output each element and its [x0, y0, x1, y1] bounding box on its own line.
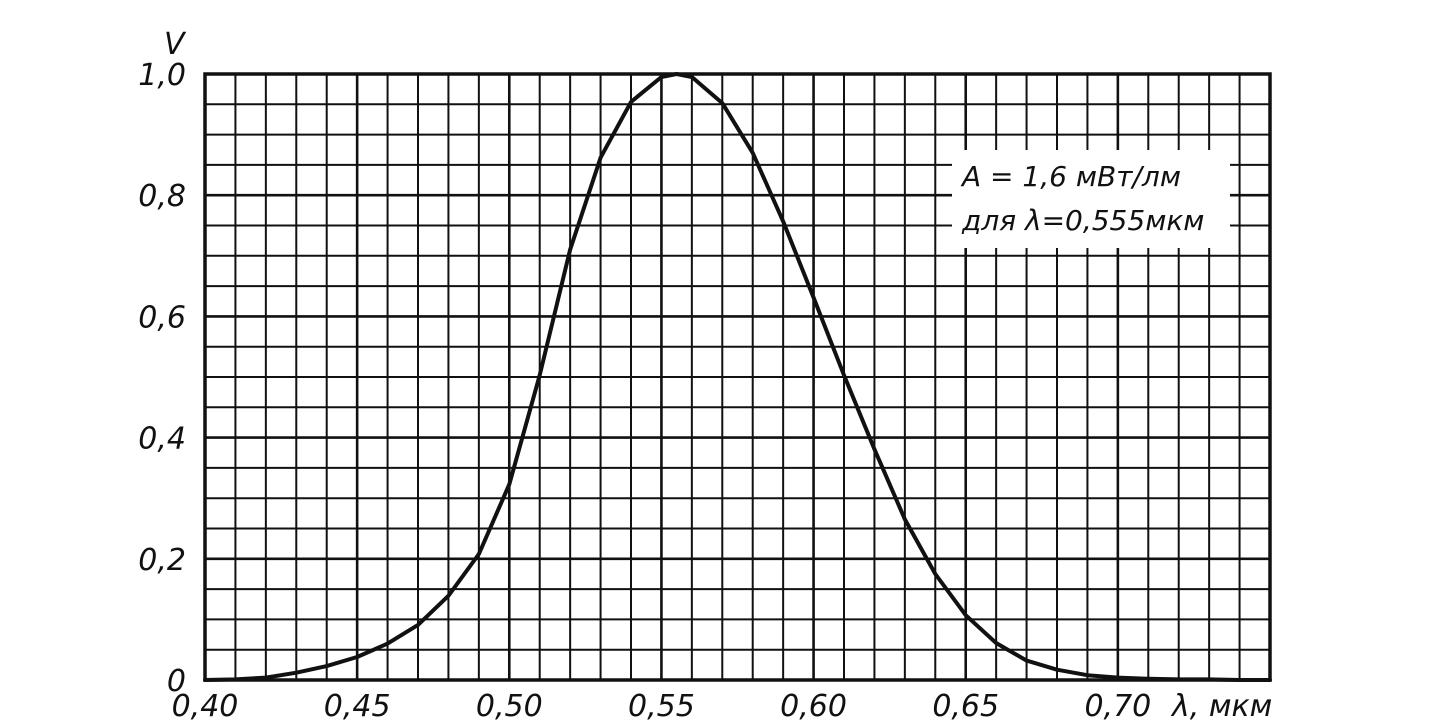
y-tick-label: 0,8 [138, 179, 186, 214]
y-tick-label: 1,0 [138, 58, 186, 93]
y-tick-label: 0,4 [138, 422, 186, 457]
series-line-luminosity [203, 72, 1272, 682]
x-tick-label: 0,55 [628, 689, 695, 721]
x-tick-label: 0,50 [476, 689, 543, 721]
plot-frame [203, 72, 1272, 682]
annotation-box [952, 150, 1230, 248]
y-tick-label: 0,2 [138, 543, 186, 578]
x-tick-label: 0,70 [1084, 689, 1151, 721]
x-axis-tick-labels: 0,40 0,45 0,50 0,55 0,60 0,65 0,70 [172, 689, 1152, 721]
plot-border [203, 72, 1272, 682]
x-tick-label: 0,40 [172, 689, 239, 721]
y-axis-title: V [164, 27, 187, 62]
annotation-line-2: для λ=0,555мкм [961, 204, 1204, 237]
x-axis-title: λ, мкм [1170, 689, 1272, 721]
y-tick-label: 0,6 [138, 300, 186, 335]
y-axis-tick-labels: 0 0,2 0,4 0,6 0,8 1,0 [138, 58, 186, 699]
x-tick-label: 0,60 [780, 689, 847, 721]
y-tick-label: 0 [167, 664, 186, 699]
x-tick-label: 0,45 [324, 689, 391, 721]
x-tick-label: 0,65 [932, 689, 999, 721]
annotation-line-1: A = 1,6 мВт/лм [960, 160, 1181, 193]
